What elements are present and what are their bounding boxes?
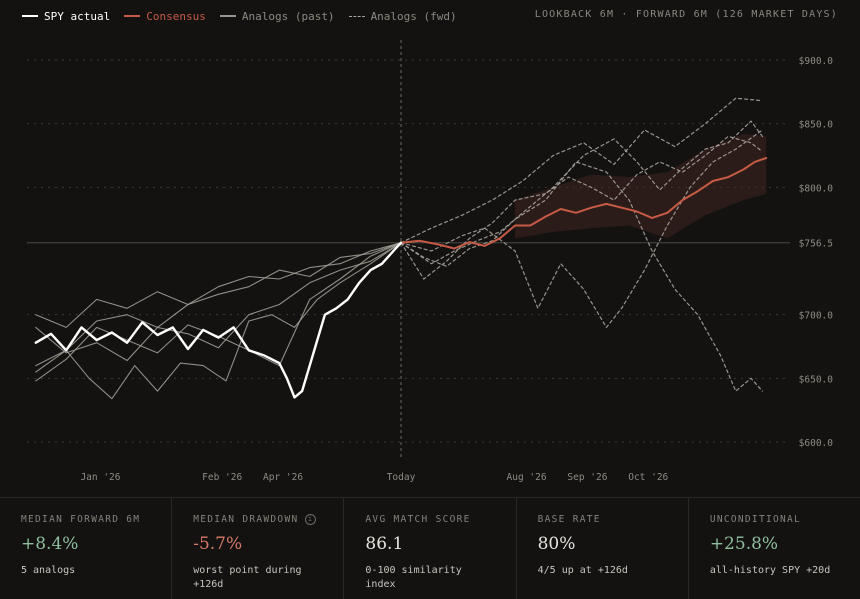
legend-spy-actual[interactable]: SPY actual — [22, 10, 110, 23]
stat-sub: 5 analogs — [21, 565, 76, 576]
series-actual-0 — [34, 241, 403, 399]
stat-unconditional: UNCONDITIONAL +25.8% all-history SPY +20… — [689, 498, 860, 599]
legend-label-actual: SPY actual — [44, 9, 111, 23]
legend-swatch-actual — [22, 15, 38, 17]
stat-value: +25.8% — [709, 534, 779, 554]
stat-sub: worst point during +126d — [193, 565, 302, 590]
y-tick-label: $756.5 — [799, 239, 833, 250]
stat-sub: all-history SPY +20d — [709, 565, 831, 576]
chart-legend: SPY actual Consensus Analogs (past) Anal… — [0, 0, 860, 32]
x-tick-label: Feb '26 — [202, 472, 242, 483]
series-fwd-9 — [400, 161, 763, 392]
series-past-1 — [35, 242, 402, 328]
y-tick-label: $600.0 — [799, 438, 834, 449]
stat-sub: 4/5 up at +126d — [537, 565, 628, 576]
analog-chart: $900.0 $850.0 $800.0 $756.5 $700.0 $650.0 $600… — [27, 40, 834, 483]
x-tick-label: Aug '26 — [507, 472, 547, 483]
stat-label: MEDIAN FORWARD 6M — [21, 514, 141, 525]
stat-value: -5.7% — [193, 534, 243, 554]
legend-label-fwd: Analogs (fwd) — [370, 9, 457, 23]
stat-label: BASE RATE — [537, 514, 601, 525]
stats-row: MEDIAN FORWARD 6M +8.4% 5 analogs MEDIAN… — [0, 497, 860, 599]
legend-swatch-fwd — [348, 15, 365, 17]
x-tick-label: Today — [387, 472, 416, 483]
info-icon[interactable]: i — [304, 514, 316, 525]
stat-avg-match-score: AVG MATCH SCORE 86.1 0-100 similarity in… — [344, 498, 517, 599]
y-tick-label: $800.0 — [799, 183, 834, 194]
y-tick-label: $700.0 — [799, 311, 834, 322]
window-label: LOOKBACK 6M · FORWARD 6M (126 MARKET DAY… — [534, 9, 838, 20]
series-consensus-6 — [400, 157, 768, 250]
stat-value: +8.4% — [21, 534, 79, 554]
legend-label-consensus: Consensus — [146, 9, 206, 23]
series-past-4 — [35, 242, 402, 400]
x-tick-label: Apr '26 — [263, 472, 303, 483]
series-past-5 — [35, 242, 402, 382]
stat-sub: 0-100 similarity index — [365, 565, 462, 590]
series-fwd-8 — [400, 129, 763, 328]
series-fwd-7 — [400, 97, 763, 244]
stat-median-forward: MEDIAN FORWARD 6M +8.4% 5 analogs — [0, 498, 173, 599]
y-tick-label: $900.0 — [799, 56, 834, 67]
stat-label: UNCONDITIONAL — [709, 514, 802, 525]
y-tick-label: $850.0 — [799, 120, 834, 131]
x-tick-label: Jan '26 — [80, 472, 120, 483]
consensus-band — [515, 133, 767, 239]
stat-label: MEDIAN DRAWDOWN i — [193, 514, 343, 525]
series-past-3 — [35, 242, 402, 362]
chart-area: $900.0 $850.0 $800.0 $756.5 $700.0 $650.0 $600… — [0, 32, 860, 496]
stat-label: AVG MATCH SCORE — [365, 514, 471, 525]
legend-swatch-past — [219, 15, 236, 17]
legend-consensus[interactable]: Consensus — [124, 10, 206, 23]
stat-value: 86.1 — [365, 534, 404, 554]
stat-value: 80% — [537, 534, 576, 554]
x-tick-label: Sep '26 — [567, 472, 607, 483]
legend-analogs-past[interactable]: Analogs (past) — [219, 9, 335, 23]
series-past-2 — [35, 242, 402, 367]
legend-swatch-consensus — [124, 15, 141, 17]
stat-base-rate: BASE RATE 80% 4/5 up at +126d — [517, 498, 689, 599]
legend-analogs-fwd[interactable]: Analogs (fwd) — [348, 9, 457, 23]
x-tick-label: Oct '26 — [628, 472, 668, 483]
y-tick-label: $650.0 — [799, 374, 834, 385]
legend-label-past: Analogs (past) — [241, 9, 335, 23]
stat-median-drawdown: MEDIAN DRAWDOWN i -5.7% worst point durin… — [172, 498, 345, 599]
